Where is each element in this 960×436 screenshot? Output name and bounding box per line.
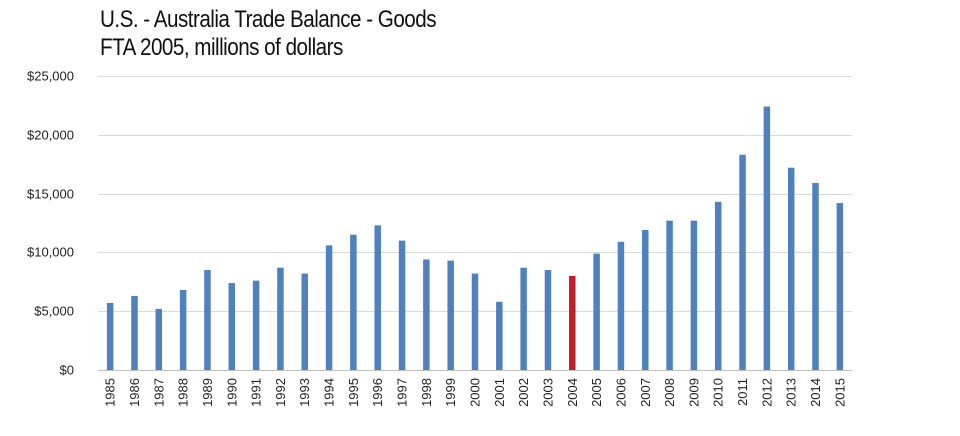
gridlines <box>98 76 852 371</box>
bar-2006 <box>617 241 625 370</box>
x-tick-label: 1985 <box>103 378 118 407</box>
x-tick-label: 2000 <box>468 378 483 407</box>
x-tick-label: 1988 <box>176 378 191 407</box>
bar-1991 <box>252 280 260 370</box>
bar-2015 <box>836 203 844 370</box>
bar-1988 <box>179 290 187 370</box>
bar-1998 <box>423 259 430 370</box>
x-tick-label: 2005 <box>589 378 604 407</box>
bar-1995 <box>350 234 357 370</box>
bar-2001 <box>496 301 503 370</box>
x-axis-tick-labels: 1985 1986 1987 1988 1989 1990 1991 1992 1993 1994… <box>103 378 848 407</box>
chart-title-block: U.S. - Australia Trade Balance - Goods F… <box>100 6 491 62</box>
x-tick-label: 1994 <box>322 378 337 407</box>
x-tick-label: 1999 <box>443 378 458 407</box>
bar-2011 <box>739 154 746 370</box>
x-tick-label: 1989 <box>200 378 215 407</box>
bar-2002 <box>520 267 527 370</box>
bar-highlighted-2004 <box>569 275 576 370</box>
chart-subtitle: FTA 2005, millions of dollars <box>100 34 343 61</box>
bars <box>106 106 844 371</box>
x-tick-label: 1995 <box>346 378 361 407</box>
bar-2000 <box>471 273 479 370</box>
y-axis-tick-labels: $0 $5,000 $10,000 $15,000 $20,000 $25,000 <box>27 69 74 378</box>
bar-2003 <box>544 270 552 370</box>
x-tick-label: 2002 <box>516 378 531 407</box>
bar-1993 <box>301 273 308 370</box>
x-tick-label: 1997 <box>395 378 410 407</box>
bar-1990 <box>228 282 236 370</box>
bar-1994 <box>325 245 333 370</box>
x-tick-label: 2010 <box>711 378 726 407</box>
x-tick-label: 2007 <box>638 378 653 407</box>
x-tick-label: 1992 <box>273 378 288 407</box>
x-tick-label: 2011 <box>735 378 750 406</box>
x-tick-label: 2014 <box>808 378 823 407</box>
bar-1997 <box>398 240 406 370</box>
bar-2008 <box>666 220 673 370</box>
y-tick-label: $15,000 <box>27 187 74 202</box>
x-tick-label: 1998 <box>419 378 434 407</box>
bar-2005 <box>593 253 600 370</box>
chart-title: U.S. - Australia Trade Balance - Goods <box>100 6 437 33</box>
x-tick-label: 1996 <box>370 378 385 407</box>
bar-2007 <box>642 230 649 370</box>
y-tick-label: $0 <box>60 363 74 378</box>
y-tick-label: $5,000 <box>34 304 74 319</box>
x-tick-label: 2003 <box>540 378 555 407</box>
y-tick-label: $20,000 <box>27 128 74 143</box>
bar-1987 <box>155 308 163 370</box>
x-tick-label: 2009 <box>686 378 701 407</box>
x-tick-label: 2004 <box>565 378 580 407</box>
x-tick-label: 1986 <box>127 378 142 407</box>
x-tick-label: 2008 <box>662 378 677 407</box>
bar-1999 <box>447 260 454 370</box>
x-tick-label: 2006 <box>613 378 628 407</box>
bar-1985 <box>106 302 114 370</box>
bar-1989 <box>204 270 211 370</box>
bar-1986 <box>131 295 138 370</box>
bar-2014 <box>812 183 819 370</box>
x-tick-label: 2001 <box>492 378 507 407</box>
x-tick-label: 2013 <box>784 378 799 407</box>
bar-1992 <box>277 267 284 370</box>
x-tick-label: 1991 <box>249 378 264 407</box>
y-tick-label: $10,000 <box>27 245 74 260</box>
bar-2013 <box>787 167 795 370</box>
bar-2010 <box>714 201 722 370</box>
bar-1996 <box>374 225 381 370</box>
x-tick-label: 2012 <box>759 378 774 407</box>
x-tick-label: 1993 <box>297 378 312 407</box>
x-tick-label: 1990 <box>224 378 239 407</box>
y-tick-label: $25,000 <box>27 69 74 84</box>
x-tick-label: 1987 <box>151 378 166 407</box>
x-tick-label: 2015 <box>832 378 847 407</box>
bar-2009 <box>690 220 698 370</box>
bar-2012 <box>763 106 771 371</box>
